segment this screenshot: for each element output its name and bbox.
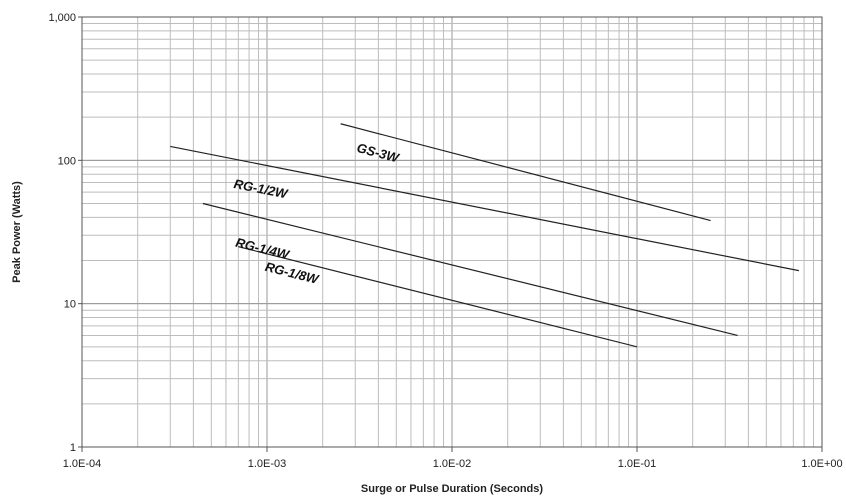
y-tick-labels: 1 10 100 1,000 — [48, 12, 82, 454]
y-tick-label: 1 — [70, 442, 76, 454]
y-tick-label: 100 — [58, 155, 76, 167]
series-line — [238, 246, 638, 348]
series-lines — [170, 123, 800, 348]
x-tick-label: 1.0E-04 — [63, 458, 102, 470]
x-tick-label: 1.0E+00 — [801, 458, 842, 470]
series-line — [340, 123, 711, 222]
x-tick-label: 1.0E-01 — [618, 458, 657, 470]
x-tick-label: 1.0E-02 — [433, 458, 472, 470]
y-tick-label: 1,000 — [48, 12, 76, 24]
series-line — [170, 145, 800, 272]
x-axis-title: Surge or Pulse Duration (Seconds) — [361, 483, 543, 495]
series-line — [202, 202, 738, 337]
x-tick-label: 1.0E-03 — [248, 458, 287, 470]
y-axis-title: Peak Power (Watts) — [11, 181, 23, 283]
y-tick-label: 10 — [64, 299, 76, 311]
x-tick-labels: 1.0E-04 1.0E-03 1.0E-02 1.0E-01 1.0E+00 — [63, 447, 843, 470]
grid — [81, 16, 823, 448]
